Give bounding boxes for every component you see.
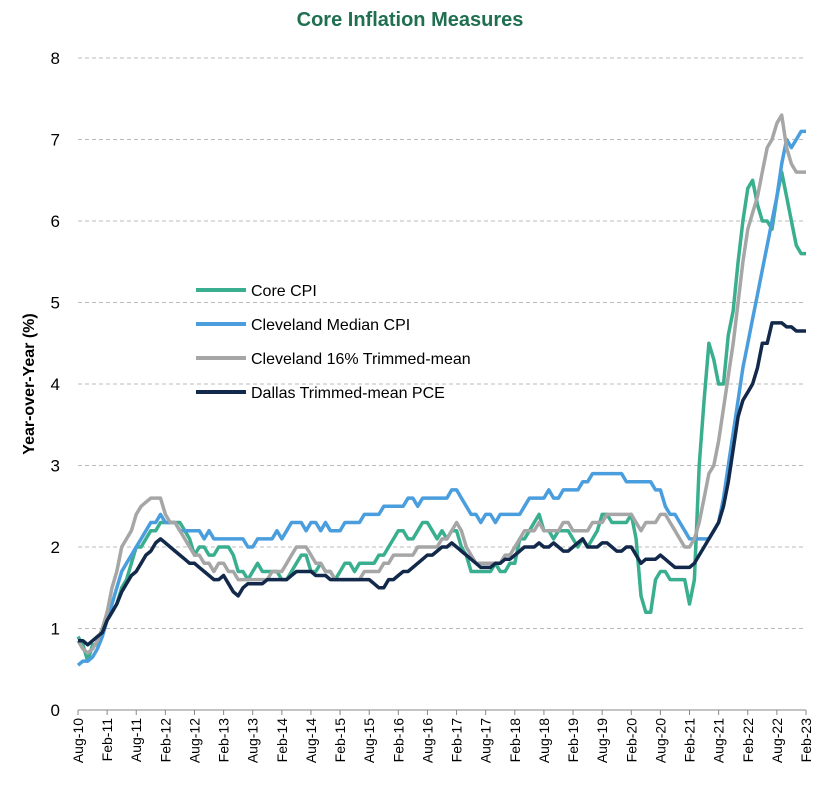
y-tick-label: 3 — [51, 457, 60, 476]
x-tick-label: Feb-14 — [274, 718, 290, 763]
y-tick-label: 7 — [51, 131, 60, 150]
x-tick-label: Aug-19 — [594, 718, 610, 763]
x-tick-label: Aug-12 — [186, 718, 202, 763]
y-tick-label: 1 — [51, 620, 60, 639]
line-series — [76, 170, 806, 663]
legend-label: Dallas Trimmed-mean PCE — [251, 385, 445, 402]
chart-title: Core Inflation Measures — [297, 9, 524, 31]
y-tick-label: 0 — [51, 701, 60, 720]
y-tick-label: 5 — [51, 294, 60, 313]
y-tick-label: 4 — [51, 375, 60, 394]
x-tick-label: Feb-11 — [99, 718, 115, 762]
x-tick-label: Feb-18 — [507, 718, 523, 763]
x-tick-label: Feb-16 — [390, 718, 406, 763]
x-tick-label: Feb-17 — [449, 718, 465, 763]
x-tick-label: Feb-21 — [682, 718, 698, 763]
y-tick-label: 2 — [51, 538, 60, 557]
x-tick-label: Aug-15 — [361, 718, 377, 763]
line-series — [78, 321, 806, 647]
y-axis-label: Year-over-Year (%) — [21, 313, 38, 454]
legend-label: Core CPI — [251, 283, 317, 300]
y-tick-label: 6 — [51, 212, 60, 231]
x-tick-label: Feb-15 — [332, 718, 348, 763]
x-tick-label: Aug-14 — [303, 718, 319, 763]
x-tick-label: Feb-13 — [216, 718, 232, 763]
x-tick-label: Feb-23 — [798, 718, 814, 763]
x-tick-label: Aug-17 — [478, 718, 494, 763]
x-tick-label: Feb-19 — [565, 718, 581, 763]
y-tick-label: 8 — [51, 49, 60, 68]
x-tick-label: Aug-11 — [128, 718, 144, 762]
legend-label: Cleveland 16% Trimmed-mean — [251, 351, 471, 368]
x-tick-label: Feb-12 — [157, 718, 173, 763]
line-series — [76, 113, 806, 655]
x-tick-label: Aug-20 — [652, 718, 668, 763]
x-tick-label: Aug-16 — [419, 718, 435, 763]
x-tick-label: Feb-20 — [623, 718, 639, 763]
x-tick-label: Aug-10 — [70, 718, 86, 763]
x-tick-label: Aug-18 — [536, 718, 552, 763]
legend-label: Cleveland Median CPI — [251, 317, 410, 334]
x-tick-label: Aug-13 — [245, 718, 261, 763]
x-tick-label: Aug-21 — [711, 718, 727, 763]
x-tick-label: Feb-22 — [740, 718, 756, 763]
line-series — [76, 129, 806, 667]
x-tick-label: Aug-22 — [769, 718, 785, 763]
